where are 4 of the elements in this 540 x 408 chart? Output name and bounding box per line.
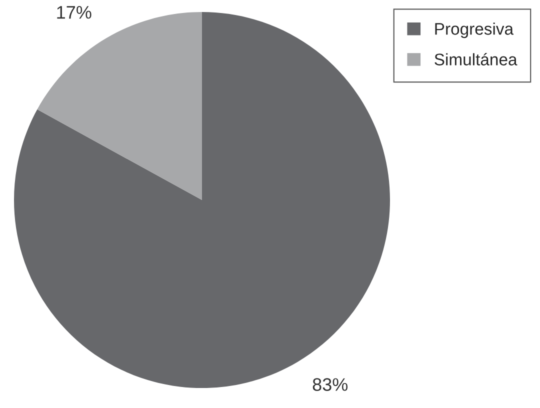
data-label: 17% [57,6,92,19]
legend-label: Simultánea [434,53,518,66]
legend-label: Progresiva [435,22,514,38]
data-label: 83% [312,378,348,391]
